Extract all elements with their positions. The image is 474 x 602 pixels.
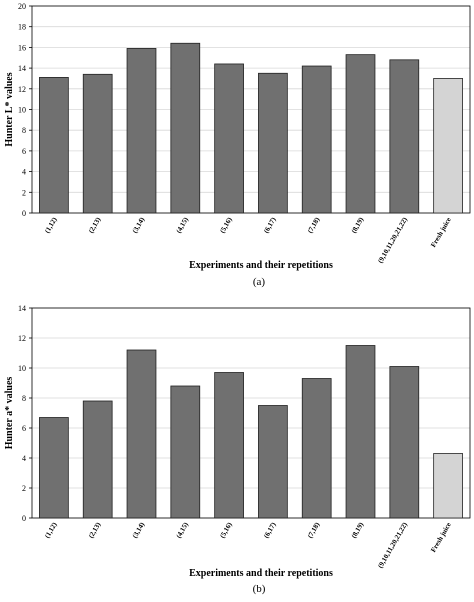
x-tick-label: (3,14): [131, 520, 147, 539]
plot-frame: [31, 307, 471, 519]
y-axis-title: Hunter L* values: [4, 72, 15, 146]
y-tick-label: 10: [18, 106, 26, 115]
bar: [258, 405, 288, 519]
y-tick-label: 8: [22, 126, 26, 135]
y-tick-label: 10: [18, 364, 26, 373]
bar: [214, 372, 244, 519]
bar: [258, 72, 288, 214]
y-tick-label: 6: [22, 147, 26, 156]
x-tick-label: (1,12): [43, 215, 59, 234]
y-tick-label: 18: [18, 23, 26, 32]
bar: [345, 345, 376, 519]
y-tick-label: 0: [22, 514, 26, 523]
x-tick-label: (7,18): [306, 215, 322, 234]
y-axis-title: Hunter a* values: [4, 377, 15, 450]
y-tick-label: 8: [22, 394, 26, 403]
y-tick-label: 12: [18, 85, 26, 94]
x-tick-label: (6,17): [262, 215, 278, 234]
x-tick-label: (2,13): [87, 520, 103, 539]
bar: [39, 417, 69, 519]
x-tick-label: (9,10,11,20,21,22): [376, 520, 409, 569]
x-tick-label: Fresh juice: [429, 216, 452, 249]
bar: [389, 366, 420, 519]
y-tick-label: 6: [22, 424, 26, 433]
bar: [301, 378, 332, 519]
bar: [82, 73, 113, 214]
x-tick-label: (8,19): [350, 520, 366, 539]
caption: (b): [253, 583, 266, 595]
bar: [433, 78, 463, 214]
x-tick-label: (2,13): [87, 215, 103, 234]
plot-frame: [31, 5, 471, 214]
x-tick-label: (8,19): [350, 215, 366, 234]
bar: [345, 54, 376, 214]
bar: [170, 385, 201, 519]
bar: [126, 349, 157, 519]
y-tick-label: 4: [22, 454, 26, 463]
bar: [170, 42, 201, 214]
y-tick-label: 2: [22, 484, 26, 493]
x-axis-title: Experiments and their repetitions: [189, 568, 333, 579]
x-tick-label: (4,15): [175, 215, 191, 234]
caption: (a): [253, 276, 266, 288]
y-tick-label: 14: [18, 304, 26, 313]
x-tick-label: (9,10,11,20,21,22): [376, 215, 409, 264]
x-tick-label: (6,17): [262, 520, 278, 539]
x-tick-label: (7,18): [306, 520, 322, 539]
y-tick-label: 2: [22, 188, 26, 197]
x-tick-label: (1,12): [43, 520, 59, 539]
bar: [301, 65, 332, 214]
y-tick-label: 14: [18, 64, 26, 73]
x-axis-title: Experiments and their repetitions: [189, 260, 333, 271]
y-tick-label: 4: [22, 168, 26, 177]
bar: [389, 59, 420, 214]
bar: [214, 63, 244, 214]
x-tick-label: (4,15): [175, 520, 191, 539]
x-tick-label: (5,16): [218, 215, 234, 234]
x-tick-label: Fresh juice: [429, 521, 452, 554]
y-tick-label: 16: [18, 43, 26, 52]
x-tick-label: (3,14): [131, 215, 147, 234]
y-tick-label: 12: [18, 334, 26, 343]
y-tick-label: 20: [18, 2, 26, 11]
bar: [82, 400, 113, 519]
bar: [126, 48, 157, 214]
y-tick-label: 0: [22, 209, 26, 218]
x-tick-label: (5,16): [218, 520, 234, 539]
bar: [433, 453, 463, 519]
bar: [39, 77, 69, 214]
